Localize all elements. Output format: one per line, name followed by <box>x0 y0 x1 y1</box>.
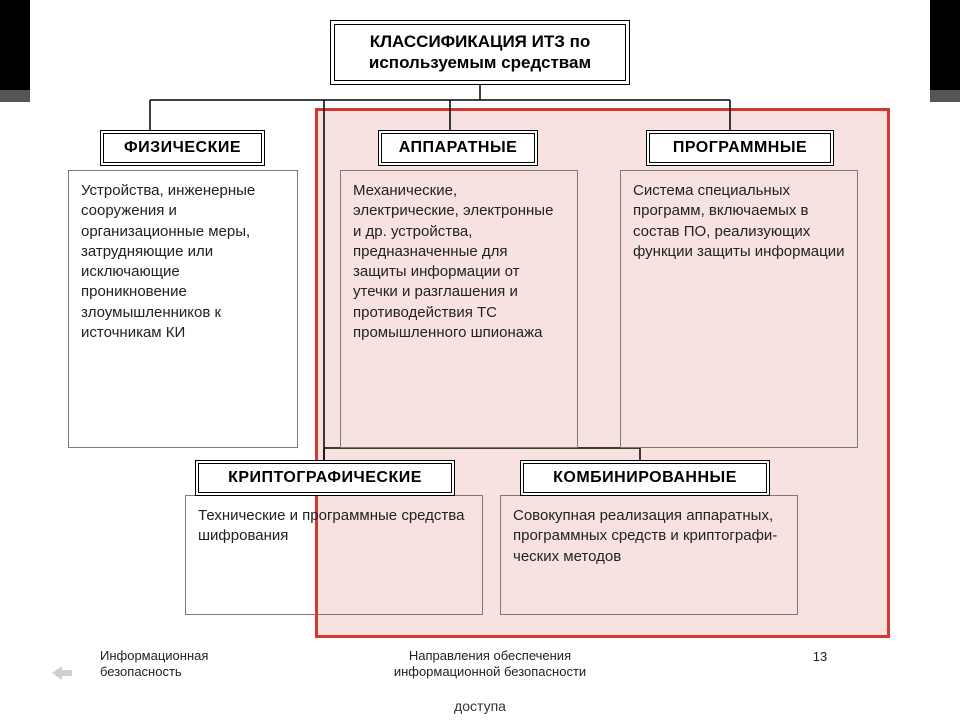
crypto-content: Технические и программные средства шифро… <box>185 495 483 615</box>
combined-text: Совокупная реализация аппаратных, програ… <box>513 507 777 565</box>
decor-corner-right <box>930 0 960 90</box>
combined-label: КОМБИНИРОВАННЫЕ <box>520 460 770 496</box>
crypto-text: Технические и программные средства шифро… <box>198 507 464 544</box>
hardware-content: Механические, электрические, электронные… <box>340 170 578 448</box>
hardware-label: АППАРАТНЫЕ <box>378 130 538 166</box>
root-node: КЛАССИФИКАЦИЯ ИТЗ по используемым средст… <box>330 20 630 85</box>
footer-left: Информационная безопасность <box>100 648 270 681</box>
crypto-label: КРИПТОГРАФИЧЕСКИЕ <box>195 460 455 496</box>
truncated-caption: доступа <box>0 698 960 714</box>
decor-corner-left <box>0 0 30 90</box>
footer-center: Направления обеспечения информационной б… <box>340 648 640 681</box>
physical-content: Устройства, инженерные сооружения и орга… <box>68 170 298 448</box>
software-label: ПРОГРАММНЫЕ <box>646 130 834 166</box>
back-arrow-icon[interactable] <box>48 664 74 682</box>
software-content: Система специальных программ, включаемых… <box>620 170 858 448</box>
footer-page-number: 13 <box>800 649 840 665</box>
physical-text: Устройства, инженерные сооружения и орга… <box>81 182 255 341</box>
software-text: Система специальных программ, включаемых… <box>633 182 845 260</box>
root-title-line2: используемым средствам <box>343 52 617 73</box>
physical-label: ФИЗИЧЕСКИЕ <box>100 130 265 166</box>
hardware-text: Механические, электрические, электронные… <box>353 182 553 341</box>
root-title-line1: КЛАССИФИКАЦИЯ ИТЗ по <box>343 31 617 52</box>
combined-content: Совокупная реализация аппаратных, програ… <box>500 495 798 615</box>
